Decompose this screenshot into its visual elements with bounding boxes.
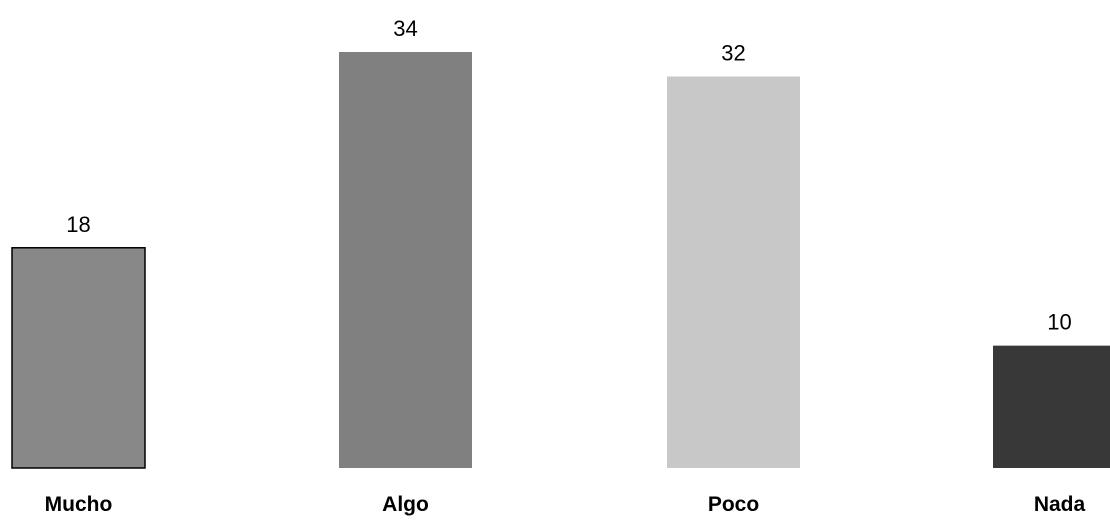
value-label-mucho: 18 bbox=[66, 212, 90, 237]
bar-nada bbox=[993, 345, 1110, 468]
value-label-algo: 34 bbox=[393, 16, 417, 41]
value-labels-group: 18 34 32 10 bbox=[66, 16, 1071, 335]
value-label-poco: 32 bbox=[721, 40, 745, 65]
bar-mucho bbox=[11, 247, 146, 469]
bars-group bbox=[11, 52, 1110, 469]
category-label-algo: Algo bbox=[382, 493, 429, 516]
bar-poco bbox=[667, 76, 800, 469]
value-label-nada: 10 bbox=[1047, 310, 1071, 335]
category-label-nada: Nada bbox=[1034, 493, 1086, 516]
category-label-poco: Poco bbox=[708, 493, 759, 516]
bar-algo bbox=[339, 52, 472, 468]
category-labels-group: Mucho Algo Poco Nada bbox=[45, 493, 1086, 516]
category-label-mucho: Mucho bbox=[45, 493, 113, 516]
